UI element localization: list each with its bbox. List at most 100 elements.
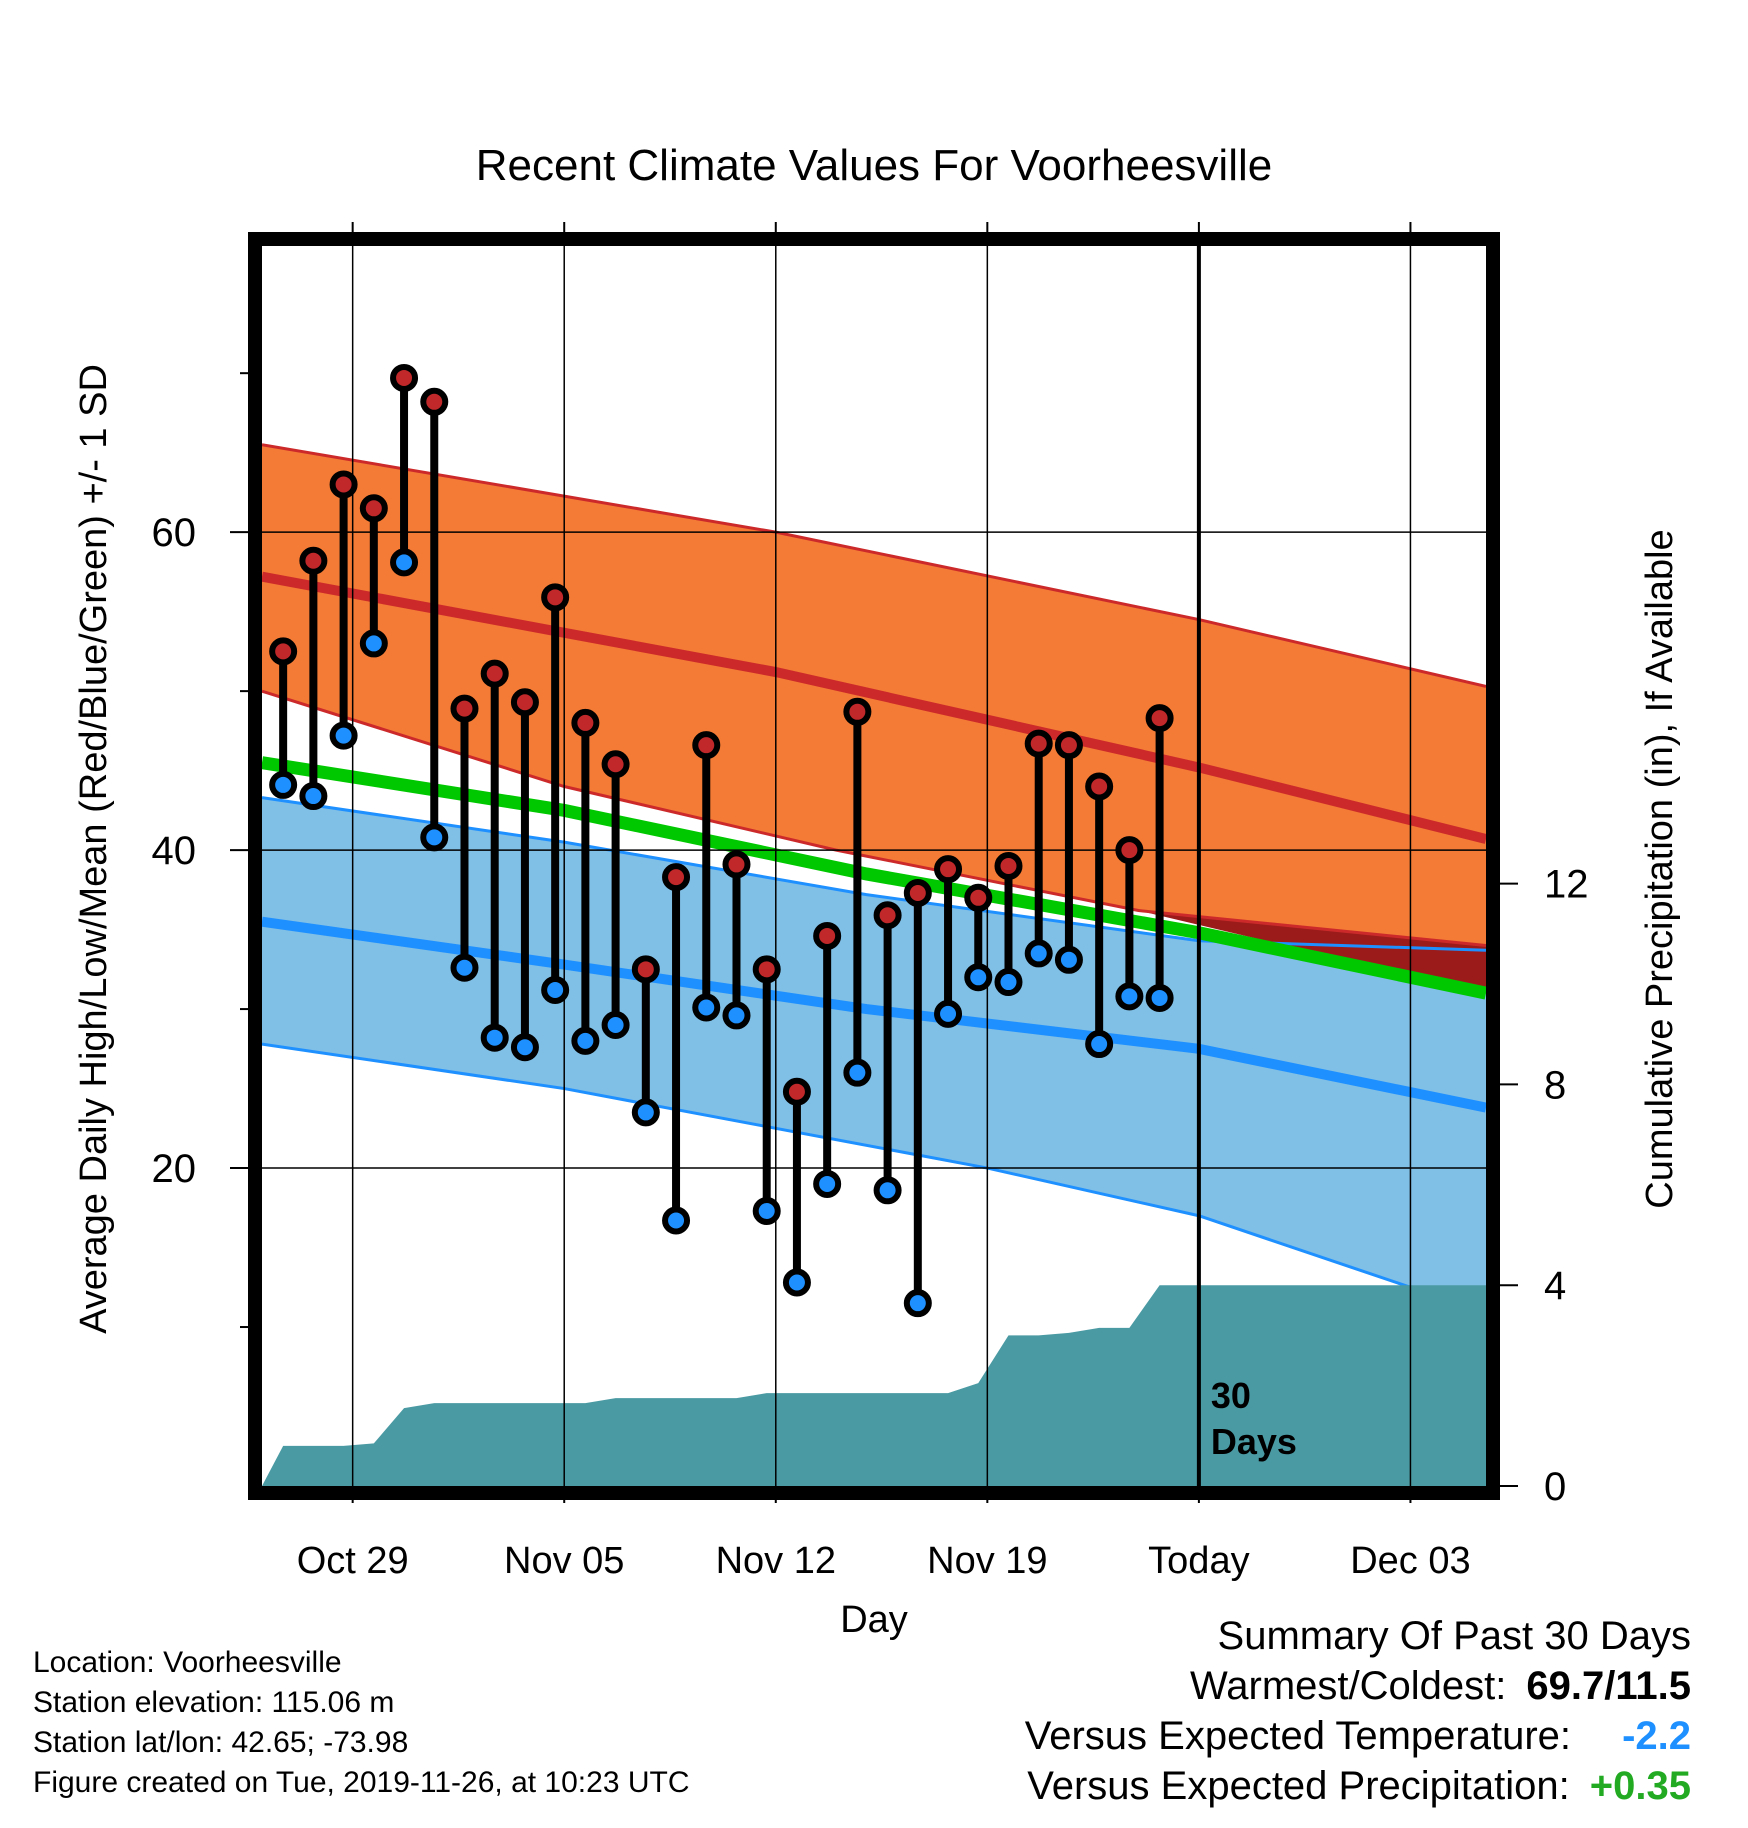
- high-point: [752, 955, 781, 984]
- low-normal-band: [262, 797, 1486, 1288]
- high-point: [480, 659, 509, 688]
- high-point: [299, 546, 328, 575]
- high-point: [843, 697, 872, 726]
- low-point: [420, 823, 449, 852]
- high-point: [692, 731, 721, 760]
- high-point: [601, 750, 630, 779]
- low-point: [813, 1169, 842, 1198]
- low-point: [390, 548, 419, 577]
- summary-precip-row: Versus Expected Precipitation: +0.35: [1025, 1761, 1691, 1811]
- high-point: [994, 852, 1023, 880]
- high-point: [1145, 704, 1174, 733]
- low-point: [752, 1196, 781, 1225]
- today-marker: 30 Days: [1196, 246, 1297, 1486]
- axes: Oct 29 Nov 05 Nov 12 Nov 19 Today Dec 0320406…: [152, 222, 1589, 1582]
- low-point: [601, 1010, 630, 1039]
- temp-label: Versus Expected Temperature:: [1024, 1714, 1571, 1758]
- high-point: [329, 470, 358, 499]
- high-point: [359, 494, 388, 523]
- y2-tick-label: 8: [1544, 1063, 1566, 1107]
- y2-axis-label: Cumulative Precipitation (in), If Availa…: [1639, 529, 1681, 1208]
- high-point: [662, 863, 691, 892]
- low-point: [571, 1026, 600, 1055]
- elevation-text: Station elevation: 115.06 m: [33, 1686, 395, 1719]
- low-point: [480, 1023, 509, 1052]
- high-point: [269, 637, 298, 666]
- y-axis-label: Average Daily High/Low/Mean (Red/Blue/Gr…: [73, 364, 115, 1334]
- low-point: [662, 1206, 691, 1235]
- chart-title: Recent Climate Values For Voorheesville: [476, 141, 1272, 190]
- low-point: [1085, 1030, 1114, 1059]
- high-point: [813, 921, 842, 950]
- high-point: [934, 855, 963, 884]
- warmest-value: 69.7/11.5: [1526, 1664, 1691, 1708]
- x-axis-label: Day: [840, 1599, 908, 1641]
- low-point: [541, 976, 570, 1004]
- high-point: [541, 583, 570, 612]
- low-point: [359, 629, 388, 658]
- temp-value: -2.2: [1622, 1714, 1691, 1758]
- high-point: [390, 363, 419, 392]
- low-point: [994, 968, 1023, 997]
- low-point: [1054, 945, 1083, 974]
- normal-bands: [262, 443, 1486, 1289]
- low-point: [934, 999, 963, 1028]
- observations: [269, 363, 1174, 1318]
- warmest-label: Warmest/Coldest:: [1190, 1664, 1507, 1708]
- low-point: [1145, 983, 1174, 1012]
- high-point: [510, 688, 539, 717]
- low-point: [299, 782, 328, 811]
- y-tick-label: 20: [152, 1147, 197, 1191]
- high-point: [1024, 729, 1053, 758]
- y2-tick-label: 12: [1544, 863, 1589, 907]
- high-point: [1115, 836, 1144, 865]
- summary-temp-row: Versus Expected Temperature: -2.2: [1025, 1711, 1691, 1761]
- y2-tick-label: 0: [1544, 1465, 1566, 1509]
- location-text: Location: Voorheesville: [33, 1646, 342, 1679]
- high-point: [450, 694, 479, 723]
- latlon-text: Station lat/lon: 42.65; -73.98: [33, 1726, 409, 1759]
- today-label-line: Days: [1211, 1421, 1297, 1462]
- summary-panel: Summary Of Past 30 Days Warmest/Coldest:…: [1025, 1611, 1691, 1811]
- high-point: [873, 901, 902, 930]
- low-point: [722, 1001, 751, 1030]
- precip-label: Versus Expected Precipitation:: [1027, 1764, 1570, 1808]
- x-tick-label: Dec 03: [1350, 1540, 1470, 1582]
- high-point: [631, 955, 660, 984]
- low-point: [450, 953, 479, 982]
- x-tick-label: Nov 12: [716, 1540, 836, 1582]
- high-point: [782, 1077, 811, 1106]
- today-label-line: 30: [1211, 1375, 1251, 1416]
- low-point: [329, 721, 358, 750]
- low-point: [1024, 939, 1053, 968]
- y2-tick-label: 4: [1544, 1264, 1566, 1308]
- y-tick-label: 60: [152, 511, 197, 555]
- low-point: [873, 1176, 902, 1205]
- high-point: [722, 850, 751, 879]
- precip-value: +0.35: [1589, 1764, 1691, 1808]
- plot-frame: [248, 232, 1500, 1500]
- high-point: [1054, 731, 1083, 760]
- low-point: [903, 1289, 932, 1318]
- precip-area: [262, 1285, 1486, 1486]
- x-tick-label: Nov 05: [504, 1540, 624, 1582]
- high-point: [420, 387, 449, 416]
- high-point: [964, 883, 993, 912]
- high-point: [1085, 772, 1114, 801]
- low-point: [269, 770, 298, 799]
- high-point: [903, 879, 932, 908]
- y-tick-label: 40: [152, 829, 197, 873]
- summary-warmest-row: Warmest/Coldest: 69.7/11.5: [1025, 1661, 1691, 1711]
- precip-area-fill: [262, 1285, 1486, 1486]
- low-point: [843, 1058, 872, 1087]
- low-point: [631, 1098, 660, 1127]
- low-point: [692, 993, 721, 1022]
- x-tick-label: Today: [1148, 1540, 1249, 1582]
- summary-title: Summary Of Past 30 Days: [1217, 1614, 1691, 1658]
- x-tick-label: Nov 19: [927, 1540, 1047, 1582]
- created-text: Figure created on Tue, 2019-11-26, at 10…: [33, 1766, 690, 1799]
- station-info: Location: Voorheesville Station elevatio…: [33, 1643, 690, 1803]
- high-point: [571, 708, 600, 737]
- low-point: [1115, 982, 1144, 1011]
